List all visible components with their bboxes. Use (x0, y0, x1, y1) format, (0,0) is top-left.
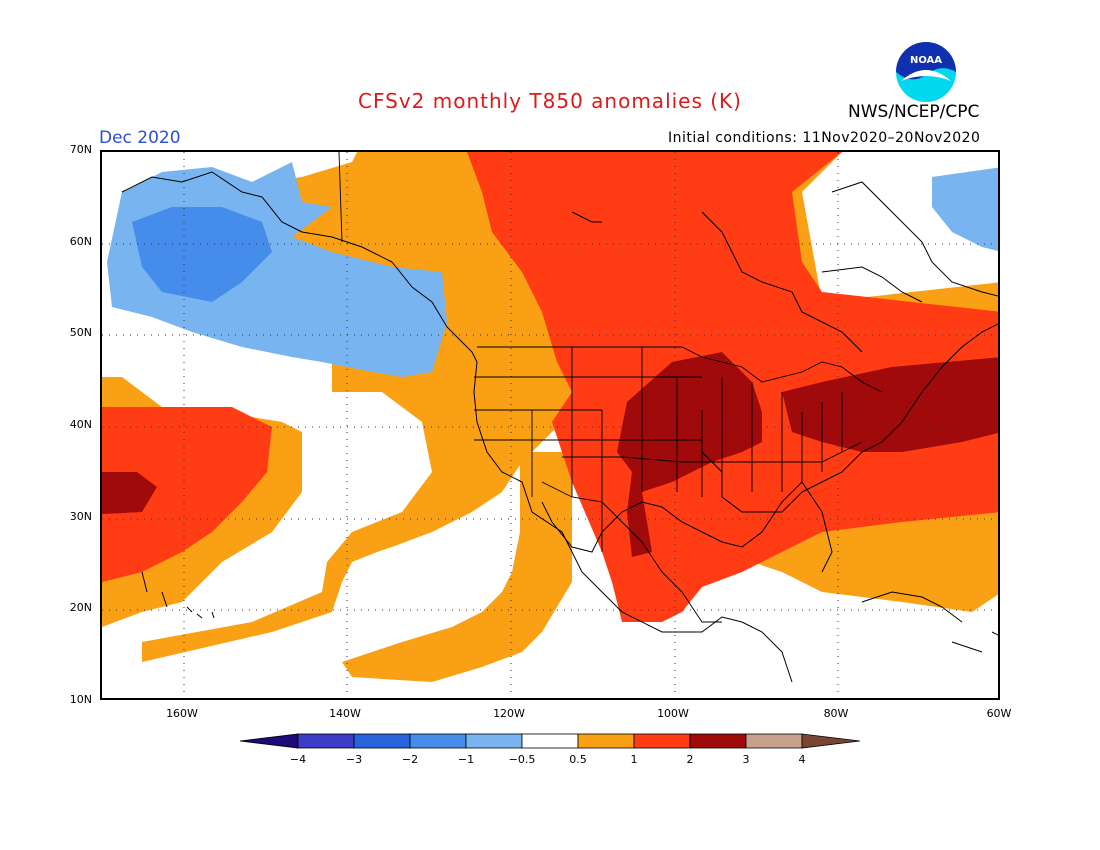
colorbar-tick-label: −4 (290, 753, 306, 766)
lat-label-60n: 60N (69, 235, 92, 248)
chart-title: CFSv2 monthly T850 anomalies (K) (358, 89, 742, 113)
lon-label-120w: 120W (493, 707, 525, 720)
colorbar-box (409, 733, 467, 749)
colorbar-boxes (297, 733, 803, 749)
anomaly-map (100, 150, 1000, 700)
lat-label-30n: 30N (69, 510, 92, 523)
hot-core-northeast-us (782, 357, 998, 452)
lat-label-10n: 10N (69, 693, 92, 706)
lon-label-100w: 100W (657, 707, 689, 720)
cool-region-greenland (932, 167, 998, 251)
colorbar-box (577, 733, 635, 749)
colorbar-tick-label: −1 (458, 753, 474, 766)
colorbar-box (633, 733, 691, 749)
colorbar-box (521, 733, 579, 749)
colorbar-tick-label: −3 (346, 753, 362, 766)
lat-label-40n: 40N (69, 418, 92, 431)
colorbar: −4 −3 −2 −1 −0.5 0.5 1 2 3 4 (240, 733, 860, 766)
lon-label-80w: 80W (823, 707, 849, 720)
colorbar-labels: −4 −3 −2 −1 −0.5 0.5 1 2 3 4 (290, 753, 806, 766)
colorbar-box (689, 733, 747, 749)
lat-label-20n: 20N (69, 601, 92, 614)
lon-label-160w: 160W (166, 707, 198, 720)
noaa-logo: NOAA (896, 42, 956, 102)
political-borders (338, 152, 883, 623)
colorbar-tick-label: −0.5 (509, 753, 536, 766)
colorbar-box (297, 733, 355, 749)
colorbar-tick-label: −2 (402, 753, 418, 766)
colorbar-tick-label: 1 (631, 753, 638, 766)
anomaly-fill-darkred (102, 352, 998, 557)
initial-conditions: Initial conditions: 11Nov2020–20Nov2020 (668, 130, 981, 146)
map-canvas (102, 152, 998, 698)
agency-label: NWS/NCEP/CPC (848, 102, 980, 122)
lat-label-50n: 50N (69, 326, 92, 339)
forecast-month: Dec 2020 (99, 128, 181, 148)
colorbar-tick-label: 2 (687, 753, 694, 766)
warm-band-mexico (342, 452, 572, 682)
colorbar-arrow-low (240, 733, 299, 749)
map-gridlines (102, 152, 998, 698)
lon-label-60w: 60W (986, 707, 1012, 720)
anomaly-fill-blue (132, 207, 272, 302)
warm-region-pacific (102, 407, 272, 582)
colorbar-box (353, 733, 411, 749)
cool-core-alaska (132, 207, 272, 302)
colorbar-tick-label: 4 (799, 753, 806, 766)
colorbar-tick-label: 3 (743, 753, 750, 766)
colorbar-tick-label: 0.5 (569, 753, 587, 766)
lat-label-70n: 70N (69, 143, 92, 156)
hot-core-pacific (102, 472, 157, 514)
noaa-logo-text: NOAA (910, 55, 942, 66)
lon-label-140w: 140W (329, 707, 361, 720)
colorbar-box (745, 733, 803, 749)
colorbar-box (465, 733, 523, 749)
colorbar-arrow-high (801, 733, 860, 749)
hot-core-central-us (617, 352, 762, 557)
